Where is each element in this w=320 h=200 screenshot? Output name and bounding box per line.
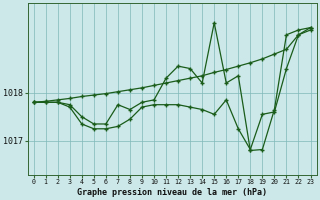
X-axis label: Graphe pression niveau de la mer (hPa): Graphe pression niveau de la mer (hPa) — [77, 188, 267, 197]
